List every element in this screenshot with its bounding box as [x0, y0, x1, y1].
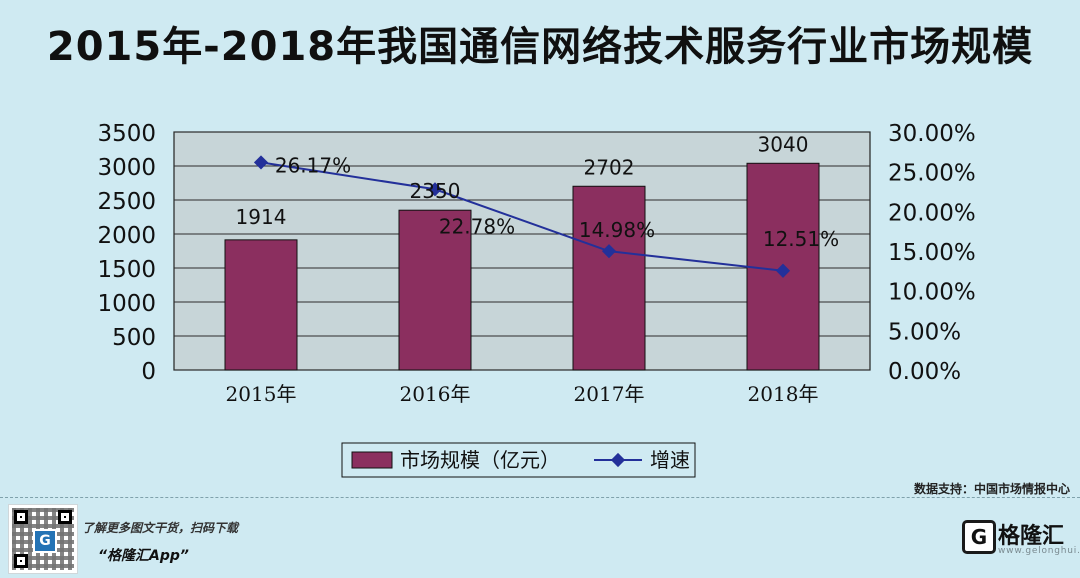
- chart-title: 2015年-2018年我国通信网络技术服务行业市场规模: [46, 24, 1034, 70]
- growth-line-path: [260, 161, 784, 272]
- left-axis-tick-label: 2000: [97, 223, 156, 249]
- qr-logo-icon: G: [33, 529, 57, 553]
- legend: 市场规模（亿元） 增速: [341, 442, 696, 478]
- bars: [224, 162, 820, 371]
- growth-line: [253, 155, 791, 278]
- legend-bar-swatch: [351, 451, 393, 469]
- left-axis-tick-label: 1500: [97, 257, 156, 283]
- growth-point: [775, 263, 791, 278]
- left-axis-tick-label: 500: [112, 325, 156, 351]
- x-axis-tick-label: 2017年: [574, 382, 645, 406]
- left-axis-tick-label: 1000: [97, 291, 156, 317]
- right-axis-tick-label: 15.00%: [888, 240, 976, 266]
- footer-hint: 了解更多图文干货，扫码下载: [82, 521, 239, 535]
- legend-line-label: 增速: [650, 448, 690, 472]
- left-axis-tick-label: 0: [141, 359, 156, 385]
- left-axis-tick-label: 3500: [97, 121, 156, 147]
- bar: [398, 209, 472, 371]
- footer-app-name: “格隆汇App”: [98, 548, 189, 564]
- bar-value-label: 1914: [236, 205, 287, 229]
- right-axis-tick-label: 30.00%: [888, 121, 976, 147]
- qr-finder-icon: [14, 510, 28, 524]
- bar: [572, 185, 646, 371]
- x-axis-tick-label: 2015年: [226, 382, 297, 406]
- brand-name: 格隆汇: [998, 524, 1065, 549]
- growth-value-label: 14.98%: [579, 218, 655, 242]
- x-axis-tick-label: 2016年: [400, 382, 471, 406]
- growth-point: [601, 244, 617, 259]
- right-axis-tick-label: 0.00%: [888, 359, 961, 385]
- legend-line-marker: [610, 452, 626, 468]
- legend-bar-label: 市场规模（亿元）: [400, 448, 560, 472]
- brand-url: www.gelonghui.com: [998, 546, 1080, 556]
- left-axis-tick-label: 2500: [97, 189, 156, 215]
- brand-logo[interactable]: G 格隆汇 www.gelonghui.com: [962, 520, 1080, 568]
- growth-value-label: 22.78%: [439, 214, 515, 238]
- left-axis-tick-label: 3000: [97, 155, 156, 181]
- qr-finder-icon: [58, 510, 72, 524]
- axes: 0 500 1000 1500 2000 2500 3000 3500 0.00% 5.00% 10…: [97, 121, 975, 406]
- data-source: 数据支持：中国市场情报中心: [913, 482, 1070, 496]
- right-axis-tick-label: 25.00%: [888, 161, 976, 187]
- growth-value-label: 26.17%: [275, 153, 351, 177]
- data-labels: 1914 2350 2702 3040 26.17% 22.78% 14.98% 12.51%: [236, 132, 840, 250]
- brand-logo-icon: G: [962, 520, 996, 554]
- x-axis-tick-label: 2018年: [748, 382, 819, 406]
- growth-point: [253, 155, 269, 170]
- growth-point: [427, 182, 443, 197]
- bar: [224, 239, 298, 371]
- bar-value-label: 3040: [758, 132, 809, 156]
- combo-chart: 1914 2350 2702 3040 26.17% 22.78% 14.98% 12.51%…: [97, 121, 976, 478]
- bar-value-label: 2702: [584, 155, 635, 179]
- qr-code-icon[interactable]: G: [8, 504, 78, 574]
- bar-value-label: 2350: [410, 179, 461, 203]
- right-axis-tick-label: 10.00%: [888, 280, 976, 306]
- qr-finder-icon: [14, 554, 28, 568]
- right-axis-tick-label: 20.00%: [888, 200, 976, 226]
- growth-value-label: 12.51%: [763, 227, 839, 251]
- footer-divider: [0, 497, 1080, 498]
- right-axis-tick-label: 5.00%: [888, 319, 961, 345]
